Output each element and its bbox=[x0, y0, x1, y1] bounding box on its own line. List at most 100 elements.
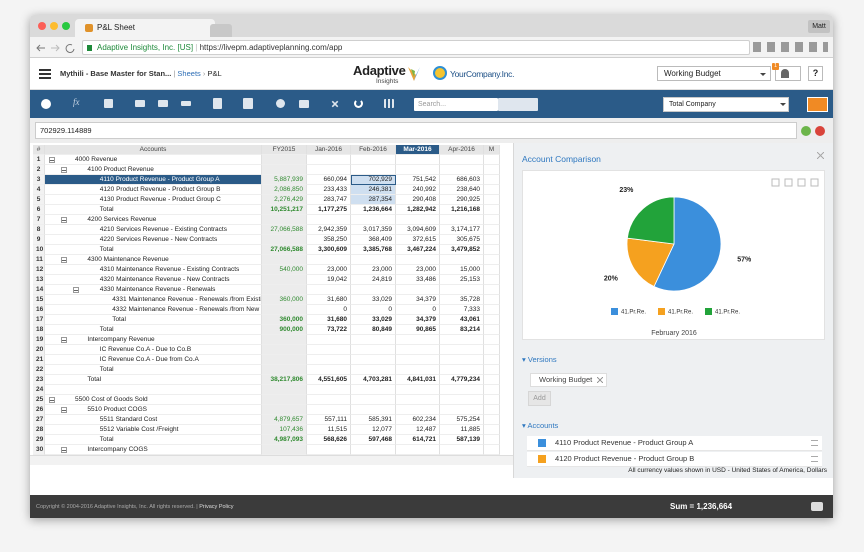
toolbar-swap[interactable] bbox=[181, 101, 191, 106]
toolbar-print[interactable] bbox=[299, 100, 309, 108]
pie-chart: 57% 41.Pr.Re. 20% 41.Pr.Re. 23% 41.Pr.Re. Febr… bbox=[604, 178, 819, 337]
account-name: Total bbox=[45, 375, 262, 385]
legend-label: 41.Pr.Re. bbox=[621, 310, 646, 316]
row-number: 11 bbox=[33, 255, 45, 265]
chat-icon[interactable] bbox=[811, 502, 823, 511]
value-cell: 587,139 bbox=[440, 435, 484, 445]
value-cell: 290,408 bbox=[396, 195, 440, 205]
toolbar-save[interactable] bbox=[104, 99, 113, 108]
trailing-cell bbox=[484, 425, 500, 435]
search-box[interactable]: Search... bbox=[414, 98, 498, 111]
value-cell: 34,379 bbox=[396, 295, 440, 305]
account-name: Total bbox=[45, 435, 262, 445]
chart-tool bbox=[771, 178, 780, 187]
toolbar-clipboard[interactable] bbox=[213, 98, 222, 109]
help-button[interactable]: ? bbox=[808, 66, 823, 81]
forward-button[interactable] bbox=[51, 44, 60, 52]
new-tab[interactable] bbox=[210, 24, 232, 37]
minimize-button[interactable] bbox=[50, 22, 58, 30]
breadcrumb-separator: › bbox=[202, 69, 208, 78]
version-tag-remove[interactable] bbox=[597, 377, 603, 383]
toolbar-refresh[interactable] bbox=[354, 99, 363, 108]
panel-title: Account Comparison bbox=[522, 154, 601, 164]
value-cell: 686,603 bbox=[440, 175, 484, 185]
account-swatch bbox=[538, 455, 546, 463]
user-button[interactable]: Matt bbox=[808, 20, 830, 33]
account-name: IC Revenue Co.A - Due from Co.A bbox=[45, 355, 262, 365]
value-cell: 4,841,031 bbox=[396, 375, 440, 385]
value-cell: 0 bbox=[351, 305, 396, 315]
value-cell: 35,728 bbox=[440, 295, 484, 305]
trailing-cell bbox=[484, 335, 500, 345]
cancel-button[interactable] bbox=[815, 126, 825, 136]
value-cell: 751,542 bbox=[396, 175, 440, 185]
value-cell bbox=[262, 285, 307, 295]
toolbar-copy[interactable] bbox=[135, 100, 145, 107]
version-dropdown[interactable]: Working Budget bbox=[657, 66, 771, 81]
value-cell bbox=[262, 395, 307, 405]
user-menu[interactable] bbox=[775, 66, 801, 81]
trailing-cell bbox=[484, 435, 500, 445]
search-controls[interactable] bbox=[498, 98, 538, 111]
trailing-cell bbox=[484, 255, 500, 265]
copyright: Copyright © 2004-2016 Adaptive Insights,… bbox=[36, 504, 195, 510]
value-cell bbox=[262, 215, 307, 225]
row-number: 9 bbox=[33, 235, 45, 245]
toolbar-chart[interactable] bbox=[384, 99, 394, 108]
trailing-cell bbox=[484, 225, 500, 235]
toolbar-formula[interactable]: fx bbox=[73, 97, 80, 107]
value-cell: 27,066,588 bbox=[262, 225, 307, 235]
tab-title: P&L Sheet bbox=[97, 23, 135, 32]
breadcrumb-sheets[interactable]: Sheets bbox=[177, 69, 201, 78]
column-header: M bbox=[484, 145, 500, 155]
back-button[interactable] bbox=[36, 44, 45, 52]
formula-input[interactable]: 702929.114889 bbox=[35, 122, 797, 139]
value-cell: 4,987,093 bbox=[262, 435, 307, 445]
collapse-toggle bbox=[61, 257, 67, 263]
value-cell: 11,515 bbox=[307, 425, 351, 435]
close-button[interactable] bbox=[38, 22, 46, 30]
level-dropdown[interactable]: Total Company bbox=[663, 97, 789, 112]
toolbar-notes[interactable] bbox=[243, 98, 253, 109]
legend-label: 41.Pr.Re. bbox=[715, 310, 740, 316]
value-cell bbox=[396, 395, 440, 405]
reload-button[interactable] bbox=[65, 44, 75, 53]
toolbar-zoom[interactable] bbox=[276, 99, 285, 108]
account-name: 4300 Maintenance Revenue bbox=[45, 255, 262, 265]
version-tag[interactable]: Working Budget bbox=[530, 373, 607, 387]
menu-icon[interactable] bbox=[39, 69, 51, 79]
lock-icon bbox=[87, 45, 92, 51]
account-name: Total bbox=[45, 315, 262, 325]
value-cell bbox=[440, 355, 484, 365]
value-cell bbox=[396, 405, 440, 415]
chart-tool bbox=[810, 178, 819, 187]
value-cell bbox=[351, 215, 396, 225]
value-cell bbox=[440, 335, 484, 345]
value-cell bbox=[351, 155, 396, 165]
toolbar-paste[interactable] bbox=[158, 100, 168, 107]
maximize-button[interactable] bbox=[62, 22, 70, 30]
row-number: 5 bbox=[33, 195, 45, 205]
value-cell bbox=[440, 395, 484, 405]
value-cell bbox=[262, 165, 307, 175]
value-cell: 31,680 bbox=[307, 295, 351, 305]
accept-button[interactable] bbox=[801, 126, 811, 136]
trailing-cell bbox=[484, 405, 500, 415]
tab[interactable]: P&L Sheet bbox=[75, 19, 215, 37]
footer-text: Copyright © 2004-2016 Adaptive Insights,… bbox=[36, 504, 234, 510]
value-cell: 23,000 bbox=[351, 265, 396, 275]
trailing-cell bbox=[484, 175, 500, 185]
privacy-link[interactable]: Privacy Policy bbox=[199, 504, 234, 510]
value-cell: 233,433 bbox=[307, 185, 351, 195]
toolbar-home[interactable] bbox=[41, 99, 51, 109]
row-number: 24 bbox=[33, 385, 45, 395]
value-cell bbox=[440, 345, 484, 355]
panel-close[interactable] bbox=[817, 152, 824, 159]
add-button[interactable]: Add bbox=[528, 391, 551, 406]
accounts-title: ▾ Accounts bbox=[522, 421, 559, 430]
url-field[interactable]: Adaptive Insights, Inc. [US] | https://l… bbox=[82, 40, 750, 55]
account-name: 5510 Product COGS bbox=[45, 405, 262, 415]
add-sheet-button[interactable] bbox=[807, 97, 828, 112]
breadcrumb-instance[interactable]: Mythili - Base Master for Stan... bbox=[60, 69, 172, 78]
value-cell: 3,094,609 bbox=[396, 225, 440, 235]
